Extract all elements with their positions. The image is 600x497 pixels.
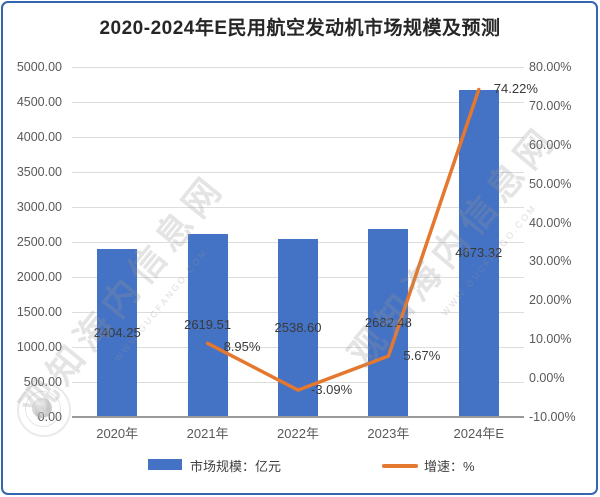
bar xyxy=(97,248,138,417)
x-axis-label: 2022年 xyxy=(277,426,319,441)
x-axis-label: 2023年 xyxy=(367,426,410,441)
line-value-label: 5.67% xyxy=(403,348,441,364)
legend-bar-label: 市场规模：亿元 xyxy=(190,459,282,474)
chart-title: 2020-2024年E民用航空发动机市场规模及预测 xyxy=(99,18,501,39)
gridline xyxy=(72,172,524,173)
bar-value-label: 4673.32 xyxy=(455,245,503,261)
y-axis-tick-right: -10.00% xyxy=(529,410,576,424)
y-axis-tick-left: 5000.00 xyxy=(16,60,62,74)
legend-line-swatch xyxy=(382,464,418,468)
bar-value-label: 2619.51 xyxy=(184,317,232,333)
bar-value-label: 2404.25 xyxy=(93,324,141,340)
bar-value-label: 2682.48 xyxy=(364,315,412,331)
gridline xyxy=(72,102,524,103)
y-axis-tick-left: 500.00 xyxy=(23,375,62,389)
y-axis-tick-left: 2000.00 xyxy=(16,270,62,284)
y-axis-tick-right: 70.00% xyxy=(529,98,572,113)
y-axis-tick-left: 3500.00 xyxy=(16,165,62,179)
x-axis-line xyxy=(72,416,524,418)
y-axis-tick-left: 3000.00 xyxy=(16,200,62,214)
gridline xyxy=(72,137,524,138)
y-axis-tick-right: 50.00% xyxy=(529,176,572,191)
gridline xyxy=(72,67,524,68)
y-axis-tick-right: 20.00% xyxy=(529,293,572,308)
y-axis-tick-left: 1500.00 xyxy=(16,305,62,319)
y-axis-tick-left: 0.00 xyxy=(37,410,62,424)
x-axis-label: 2020年 xyxy=(96,426,139,441)
legend-bar-swatch xyxy=(148,459,182,470)
y-axis-tick-left: 4000.00 xyxy=(16,130,62,144)
line-value-label: 74.22% xyxy=(493,81,538,97)
y-axis-tick-left: 2500.00 xyxy=(16,235,62,249)
y-axis-tick-left: 1000.00 xyxy=(16,340,62,354)
y-axis-tick-right: 30.00% xyxy=(529,254,572,269)
legend-line-label: 增速：% xyxy=(424,459,475,474)
line-value-label: -3.09% xyxy=(311,382,353,398)
y-axis-tick-right: 40.00% xyxy=(529,215,572,230)
y-axis-tick-right: 10.00% xyxy=(529,332,572,347)
gridline xyxy=(72,207,524,208)
x-axis-label: 2024年E xyxy=(453,426,505,441)
y-axis-tick-left: 4500.00 xyxy=(16,95,62,109)
y-axis-tick-right: 0.00% xyxy=(529,371,565,386)
line-value-label: 8.95% xyxy=(223,339,261,355)
y-axis-tick-right: 80.00% xyxy=(529,60,572,74)
y-axis-tick-right: 60.00% xyxy=(529,137,572,152)
bar-value-label: 2538.60 xyxy=(274,320,322,336)
x-axis-label: 2021年 xyxy=(186,426,229,441)
